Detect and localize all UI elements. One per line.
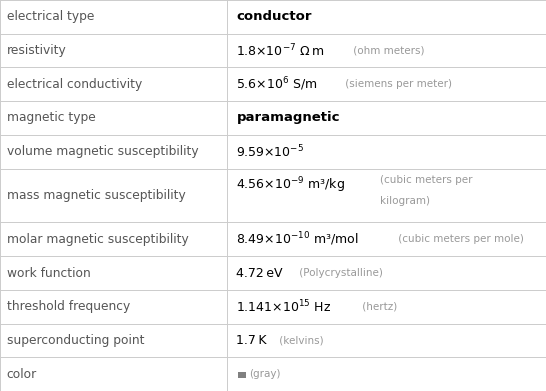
Text: electrical type: electrical type [7,10,94,23]
Text: (ohm meters): (ohm meters) [351,46,425,56]
Text: color: color [7,368,37,381]
Text: (cubic meters per: (cubic meters per [380,175,472,185]
Text: magnetic type: magnetic type [7,111,96,124]
Text: (cubic meters per mole): (cubic meters per mole) [395,234,524,244]
Text: $5.6{\times}10^{6}$ S/m: $5.6{\times}10^{6}$ S/m [236,75,318,93]
Text: molar magnetic susceptibility: molar magnetic susceptibility [7,233,188,246]
Text: (siemens per meter): (siemens per meter) [342,79,452,89]
Text: (Polycrystalline): (Polycrystalline) [296,268,383,278]
Text: (hertz): (hertz) [359,302,397,312]
Text: threshold frequency: threshold frequency [7,300,130,313]
Text: work function: work function [7,267,90,280]
Text: resistivity: resistivity [7,44,66,57]
Text: $1.8{\times}10^{-7}$ Ω m: $1.8{\times}10^{-7}$ Ω m [236,42,325,59]
Text: paramagnetic: paramagnetic [236,111,340,124]
Text: (gray): (gray) [249,369,281,379]
Text: mass magnetic susceptibility: mass magnetic susceptibility [7,189,185,202]
Bar [238,372,246,378]
Text: 4.72 eV: 4.72 eV [236,267,283,280]
Text: conductor: conductor [236,10,312,23]
Text: electrical conductivity: electrical conductivity [7,78,142,91]
Text: superconducting point: superconducting point [7,334,144,347]
Text: kilogram): kilogram) [380,196,430,206]
Text: $9.59{\times}10^{-5}$: $9.59{\times}10^{-5}$ [236,143,304,160]
Text: (kelvins): (kelvins) [276,335,323,345]
Text: 1.7 K: 1.7 K [236,334,267,347]
Text: $8.49{\times}10^{-10}$ m³/mol: $8.49{\times}10^{-10}$ m³/mol [236,231,359,248]
Text: $1.141{\times}10^{15}$ Hz: $1.141{\times}10^{15}$ Hz [236,298,331,315]
Text: $4.56{\times}10^{-9}$ m³/kg: $4.56{\times}10^{-9}$ m³/kg [236,175,346,195]
Text: volume magnetic susceptibility: volume magnetic susceptibility [7,145,198,158]
